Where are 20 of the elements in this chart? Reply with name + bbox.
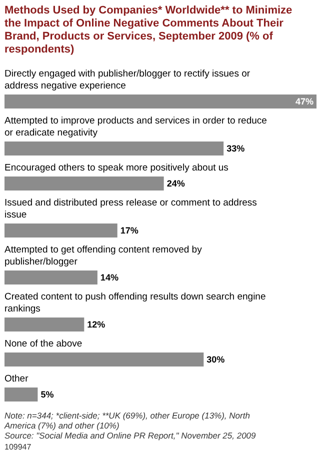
y-tick-label: Attempted to improve products and services in order to reduce or eradicate negativity — [4, 116, 267, 138]
data-label: 17% — [120, 226, 138, 236]
y-tick-label: Issued and distributed press release or comment to address issue — [4, 198, 258, 220]
y-tick-label: Directly engaged with publisher/blogger to rectify issues or address negative experience — [4, 68, 250, 92]
text: 109947 — [4, 442, 32, 452]
y-tick-label: Encouraged others to speak more positively about us — [4, 162, 229, 174]
y-tick-label: None of the above — [4, 338, 82, 350]
data-label: 47% — [295, 96, 314, 106]
y-tick-label: Attempted to get offending content removed by publisher/blogger — [4, 244, 202, 268]
data-label: 33% — [226, 144, 245, 154]
chart-title: Methods Used by Companies* Worldwide** to Minimize the Impact of Online Negative Comments About Their Brand, Products or Services, September 2009 (% of respondents) — [4, 4, 292, 56]
data-label: 24% — [166, 178, 185, 188]
annotation: Note: n=344; *client-side; **UK (69%), other Europe (13%), North America (7%) and other (10%) — [4, 410, 250, 430]
source-note: Source: "Social Media and Online PR Report," November 25, 2009 — [4, 430, 256, 440]
y-tick-label: Created content to push offending results down search engine rankings — [4, 292, 266, 314]
data-label: 14% — [100, 272, 118, 282]
y-tick-label: Other — [4, 374, 28, 384]
data-label: 12% — [87, 320, 106, 330]
data-label: 30% — [206, 354, 225, 364]
data-label: 5% — [40, 390, 54, 400]
